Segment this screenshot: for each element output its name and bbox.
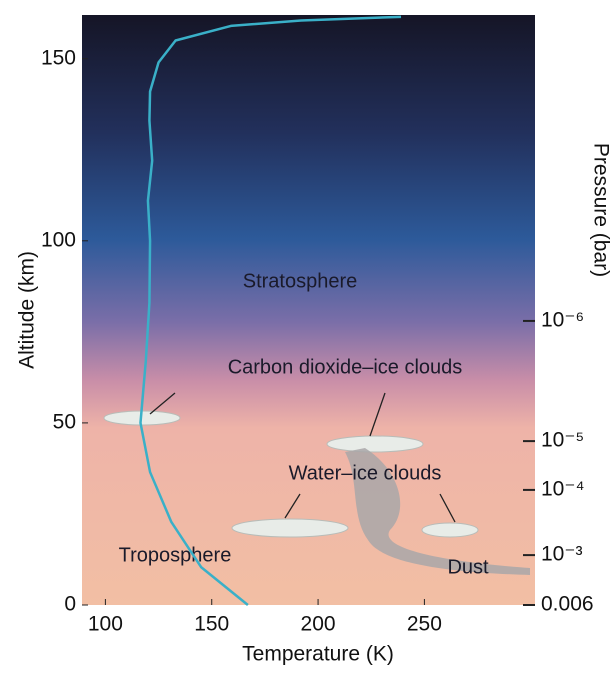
pressure-tick-label: 10⁻³ bbox=[541, 543, 582, 566]
x-tick-label: 100 bbox=[88, 613, 123, 636]
annotation: Water–ice clouds bbox=[289, 462, 442, 484]
x-tick-label: 150 bbox=[194, 613, 229, 636]
chart: Stratosphere Carbon dioxide–ice clouds W… bbox=[0, 0, 614, 668]
y-axis-title: Altitude (km) bbox=[16, 251, 39, 369]
pressure-tick-label: 10⁻⁵ bbox=[541, 429, 584, 452]
y-tick-label: 50 bbox=[53, 410, 76, 433]
pressure-tick-label: 0.006 bbox=[541, 593, 594, 616]
x-axis-title: Temperature (K) bbox=[242, 643, 394, 666]
pressure-tick-label: 10⁻⁴ bbox=[541, 477, 584, 500]
x-tick-label: 200 bbox=[301, 613, 336, 636]
y-tick-label: 0 bbox=[64, 593, 76, 616]
y-tick-label: 100 bbox=[41, 228, 76, 251]
pressure-tick-label: 10⁻⁶ bbox=[541, 308, 584, 331]
x-tick-label: 250 bbox=[407, 613, 442, 636]
annotation: Stratosphere bbox=[243, 270, 358, 292]
y-tick-label: 150 bbox=[41, 46, 76, 69]
annotation: Carbon dioxide–ice clouds bbox=[228, 356, 463, 378]
annotation: Dust bbox=[447, 556, 489, 578]
y2-axis-title: Pressure (bar) bbox=[589, 143, 612, 277]
annotation: Troposphere bbox=[119, 544, 232, 566]
